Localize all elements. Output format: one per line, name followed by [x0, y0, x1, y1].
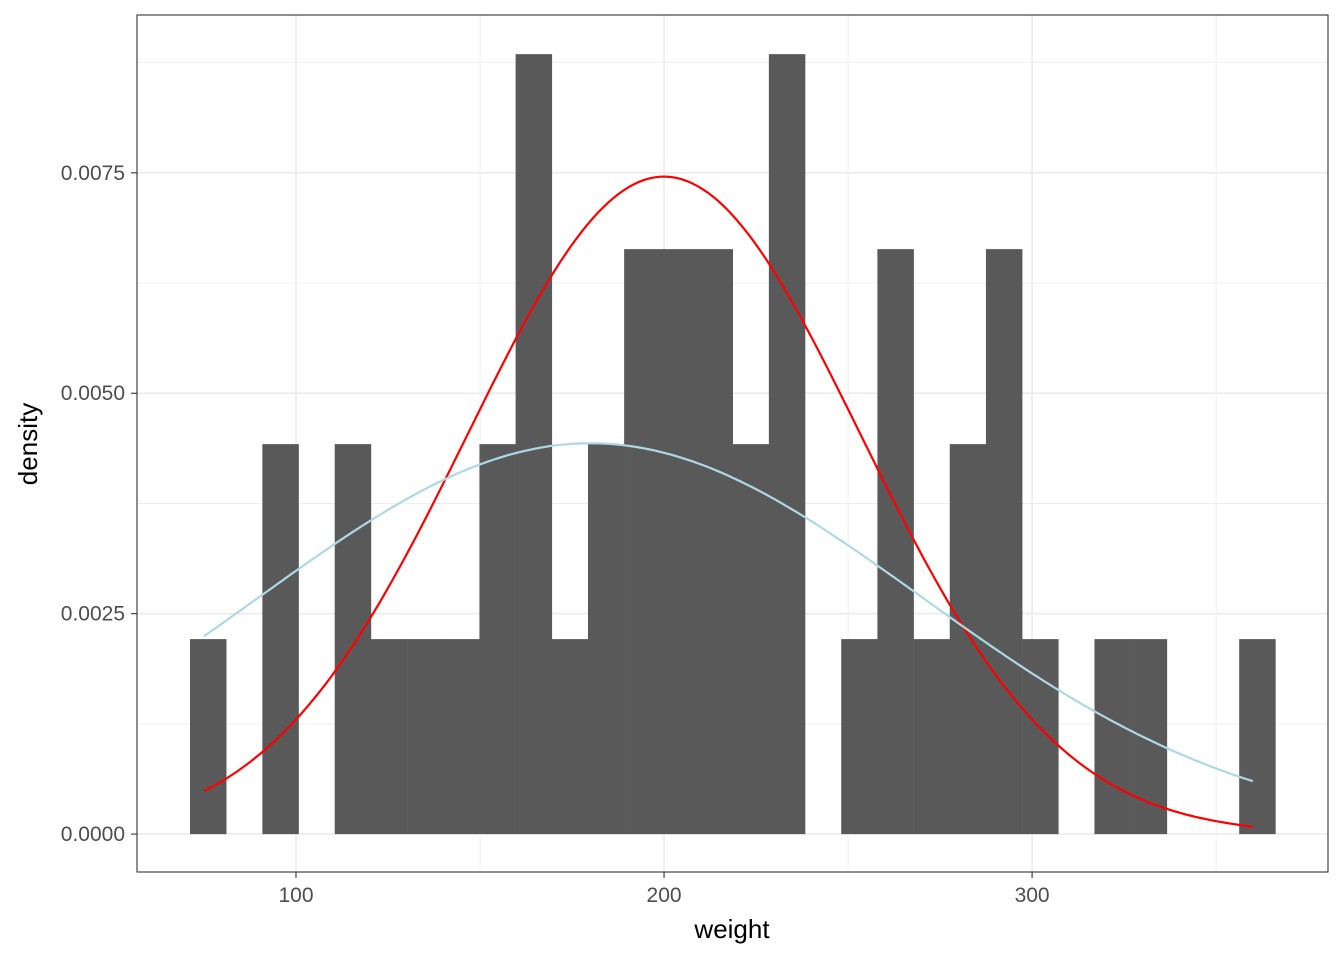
- histogram-bar: [189, 639, 227, 835]
- x-tick-label: 200: [647, 884, 682, 907]
- histogram-bar: [370, 639, 408, 835]
- histogram-bar: [1022, 639, 1059, 835]
- histogram-bar: [587, 444, 625, 835]
- histogram-bar: [443, 639, 480, 835]
- histogram-bar: [1239, 639, 1276, 835]
- y-tick-label: 0.0025: [61, 603, 125, 626]
- density-curve: [203, 175, 1254, 828]
- histogram-bar: [624, 249, 661, 835]
- y-axis-ticks: 0.0000 0.0025 0.0050 0.0075: [61, 162, 137, 846]
- y-tick-label: 0.0050: [61, 382, 125, 405]
- histogram-bar: [479, 444, 516, 835]
- histogram-bar: [913, 639, 951, 835]
- histogram-bar: [262, 444, 299, 835]
- y-tick-label: 0.0000: [61, 823, 125, 846]
- density-curves: [203, 175, 1254, 828]
- histogram-bar: [1130, 639, 1168, 835]
- x-axis-label: weight: [693, 914, 770, 944]
- histogram-bars: [189, 54, 1276, 835]
- x-axis-ticks: 100 200 300: [278, 872, 1050, 907]
- histogram-bar: [551, 639, 589, 835]
- histogram-bar: [841, 639, 878, 835]
- histogram-bar: [768, 54, 806, 835]
- histogram-bar: [334, 444, 372, 835]
- y-tick-label: 0.0075: [61, 162, 125, 185]
- histogram-bar: [696, 249, 733, 835]
- histogram-bar: [877, 249, 914, 835]
- histogram-bar: [985, 249, 1023, 835]
- histogram-bar: [1094, 639, 1131, 835]
- histogram-bar: [515, 54, 553, 835]
- panel-border: [136, 14, 1329, 873]
- histogram-bar: [732, 444, 770, 835]
- histogram-bar: [660, 249, 697, 835]
- x-tick-label: 300: [1015, 884, 1050, 907]
- y-axis-label: density: [13, 403, 43, 485]
- histogram-bar: [407, 639, 444, 835]
- x-tick-label: 100: [278, 884, 313, 907]
- density-curve: [203, 442, 1254, 783]
